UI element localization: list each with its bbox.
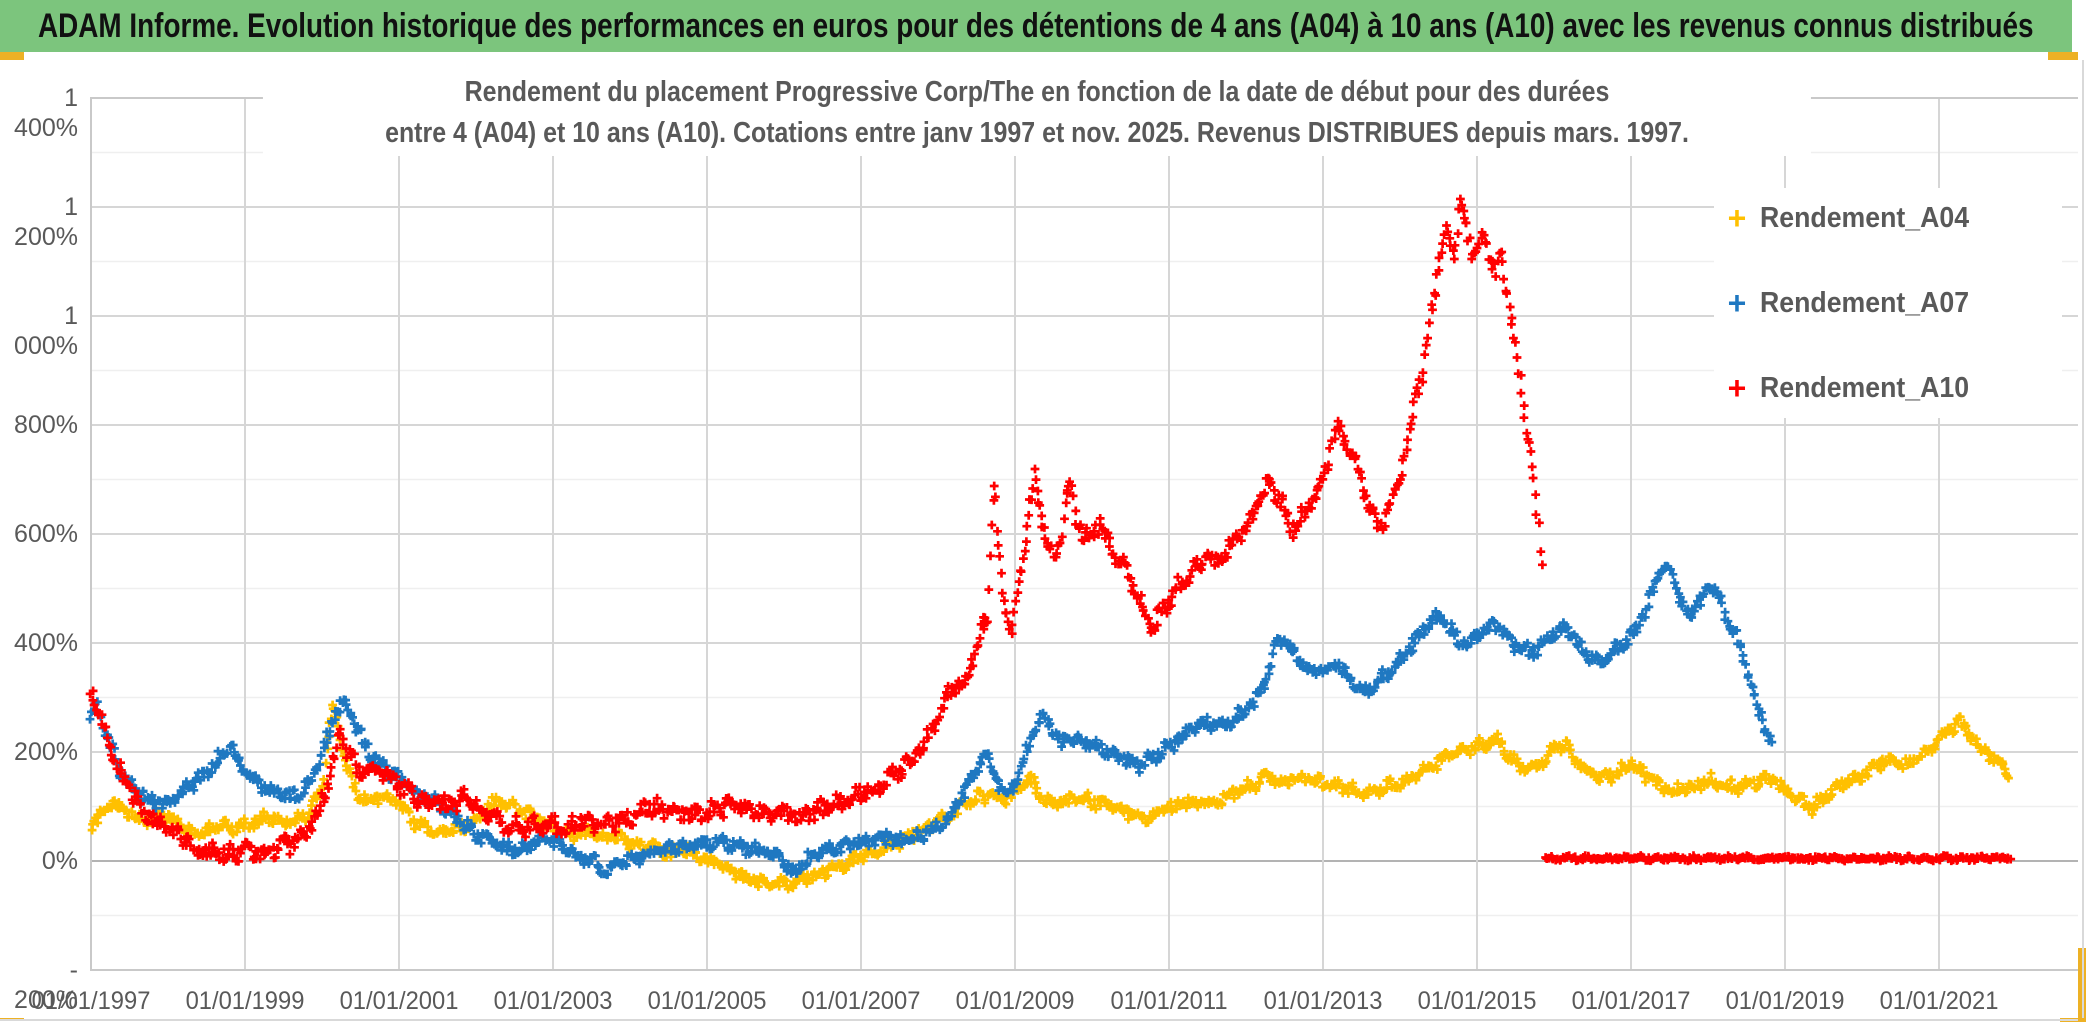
x-tick-label: 01/01/2011 — [1110, 987, 1228, 1015]
legend-item-a04[interactable]: + Rendement_A04 — [1714, 196, 2062, 240]
chart-title-line1: Rendement du placement Progressive Corp/… — [464, 76, 1610, 108]
x-tick-label: 01/01/2005 — [647, 987, 767, 1015]
gold-accent-top-left — [0, 52, 24, 61]
legend-label-a07: Rendement_A07 — [1760, 286, 1970, 319]
y-tick-label: 400% — [14, 629, 78, 657]
x-tick-label: 01/01/2017 — [1571, 987, 1691, 1015]
y-tick-label: 1 200% — [14, 193, 78, 251]
header-banner: ADAM Informe. Evolution historique des p… — [0, 0, 2072, 52]
header-title: ADAM Informe. Evolution historique des p… — [38, 6, 2034, 45]
series-markers-rendement_a04 — [87, 700, 2013, 894]
x-tick-label: 01/01/1997 — [31, 987, 151, 1015]
series-markers-rendement_a10 — [85, 194, 2016, 866]
legend-label-a10: Rendement_A10 — [1760, 371, 1970, 404]
x-tick-label: 01/01/2009 — [955, 987, 1075, 1015]
y-tick-label: 200% — [14, 738, 78, 766]
legend-marker-a10-icon: + — [1727, 370, 1747, 406]
y-tick-label: 1 400% — [14, 84, 78, 142]
legend-label-a04: Rendement_A04 — [1760, 201, 1970, 234]
sheet-edge-vertical-line — [2082, 60, 2084, 1018]
legend-marker-a07-icon: + — [1727, 285, 1747, 321]
chart-title: Rendement du placement Progressive Corp/… — [262, 70, 1812, 156]
y-tick-label: 1 000% — [14, 302, 78, 360]
x-tick-label: 01/01/2013 — [1263, 987, 1383, 1015]
chart-title-line2: entre 4 (A04) et 10 ans (A10). Cotations… — [385, 117, 1689, 149]
sheet-edge-horizontal-line — [0, 1019, 2078, 1021]
x-tick-label: 01/01/2003 — [493, 987, 613, 1015]
x-tick-label: 01/01/1999 — [185, 987, 305, 1015]
x-tick-label: 01/01/2007 — [801, 987, 921, 1015]
x-tick-label: 01/01/2019 — [1725, 987, 1845, 1015]
y-tick-label: 800% — [14, 411, 78, 439]
series-markers-rendement_a07 — [85, 561, 1777, 880]
x-tick-label: 01/01/2001 — [339, 987, 459, 1015]
gold-accent-bottom-right-vertical — [2076, 948, 2086, 1022]
legend-item-a07[interactable]: + Rendement_A07 — [1714, 281, 2062, 325]
legend-marker-a04-icon: + — [1727, 200, 1747, 236]
gold-accent-bottom-right-horizontal — [2060, 1014, 2086, 1022]
legend[interactable]: + Rendement_A04 + Rendement_A07 + Rendem… — [1714, 188, 2062, 418]
y-tick-label: 0% — [41, 847, 78, 875]
y-tick-label: 600% — [14, 520, 78, 548]
x-tick-label: 01/01/2021 — [1879, 987, 1999, 1015]
chart-area[interactable]: Rendement du placement Progressive Corp/… — [0, 60, 2078, 1018]
x-tick-label: 01/01/2015 — [1417, 987, 1537, 1015]
y-tick-label: - 200% — [14, 956, 78, 1014]
legend-item-a10[interactable]: + Rendement_A10 — [1714, 366, 2062, 410]
